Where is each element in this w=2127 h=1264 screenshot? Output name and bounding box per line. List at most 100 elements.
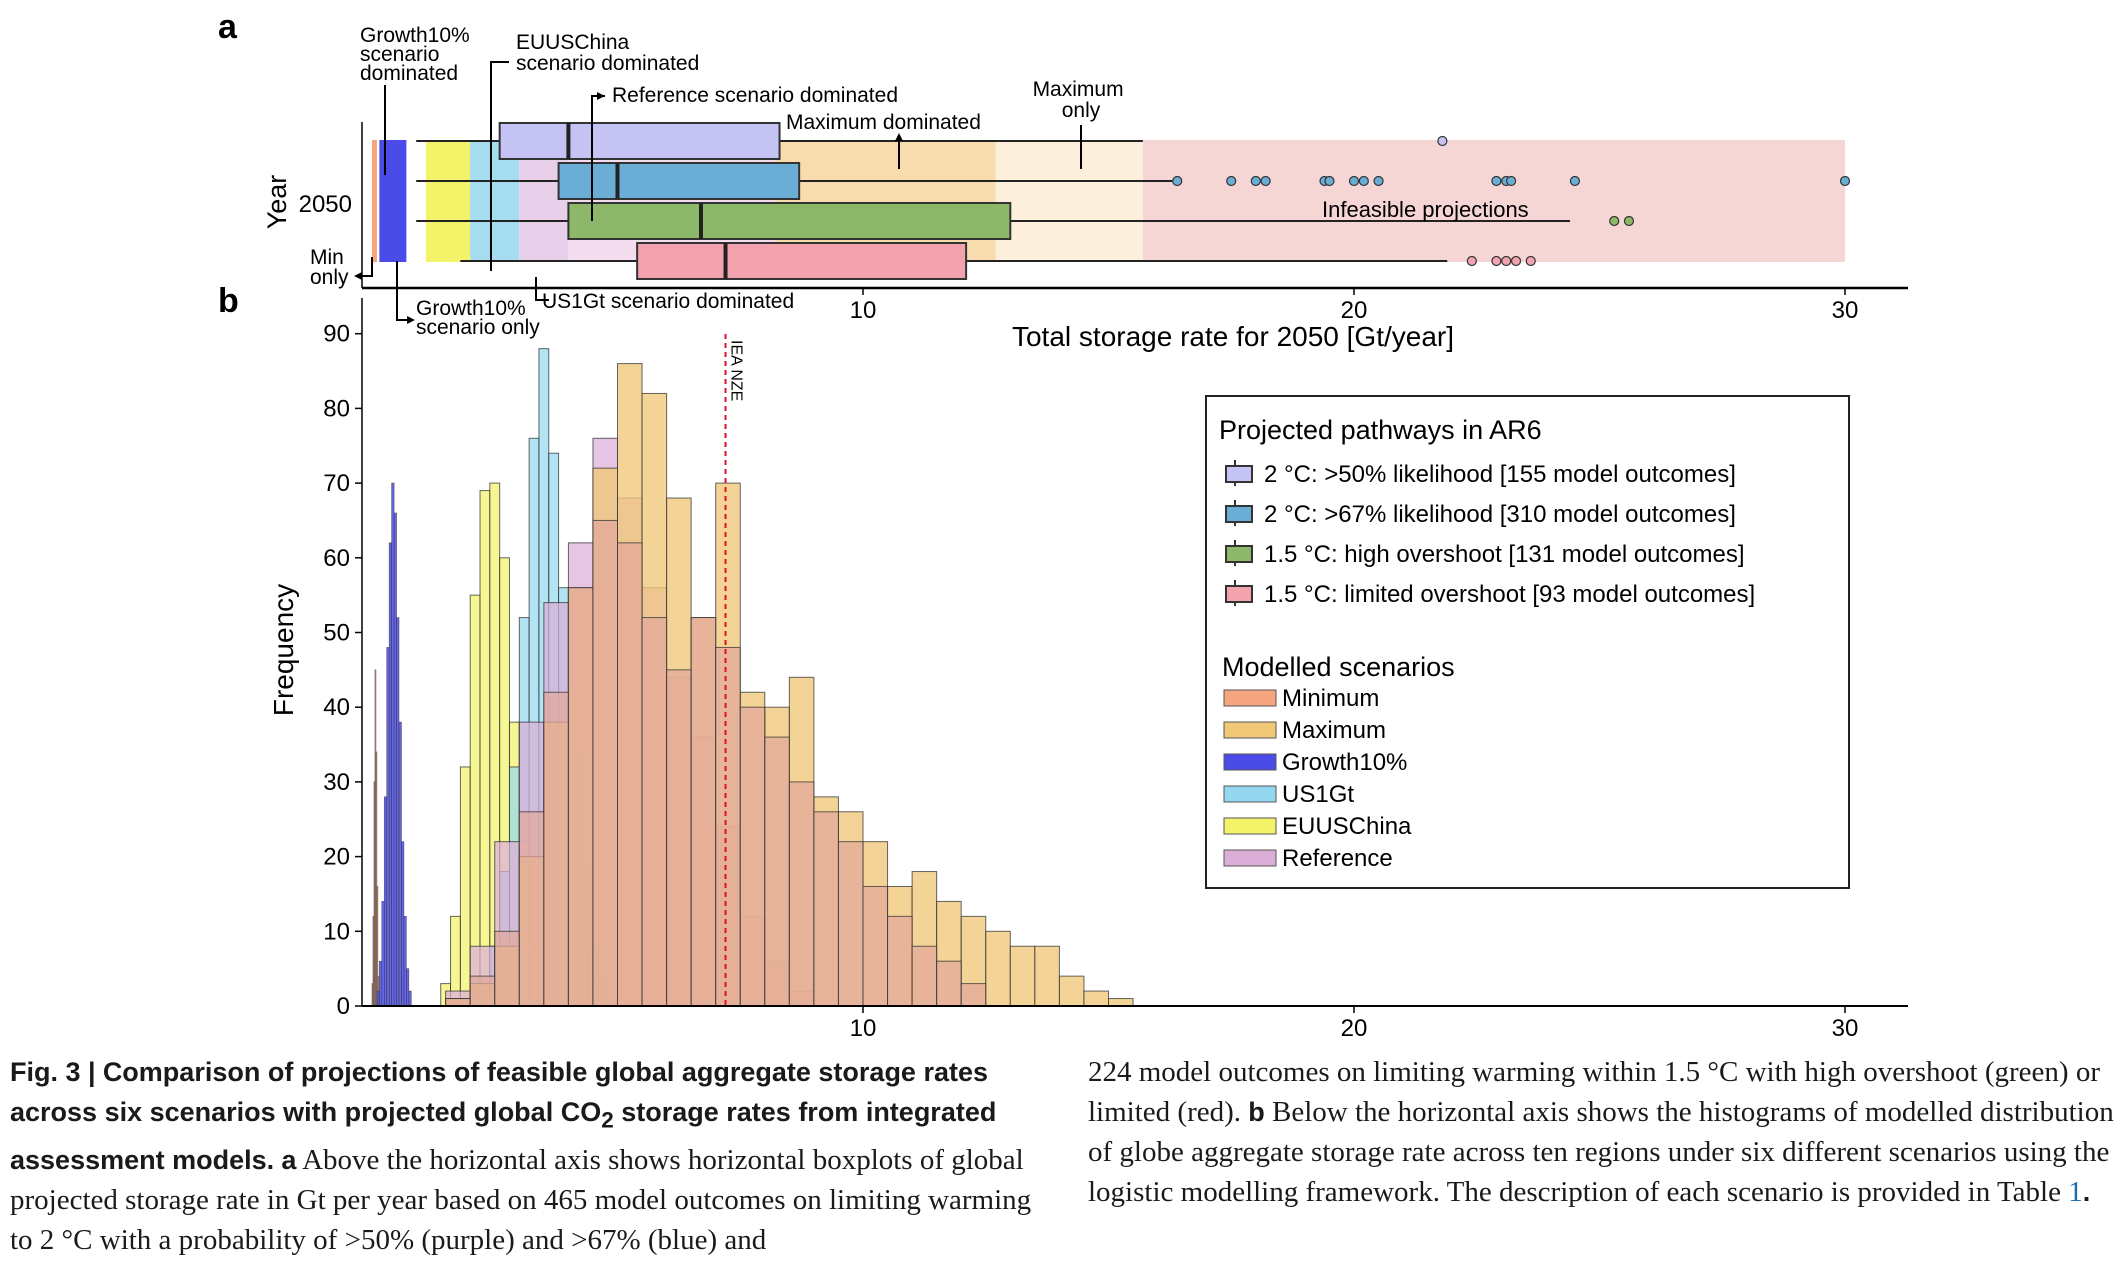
annotation-line: EUUSChina [516,31,630,54]
legend-swatch [1223,753,1277,771]
boxplot-panel: Year 2050 10 20 30 Total storage rate for … [262,24,1908,352]
annotation-infeasible: Infeasible projections [1322,197,1529,222]
panel-b-ylabel: Frequency [268,584,299,716]
legend-title-scenarios: Modelled scenarios [1222,652,1455,682]
caption-subscript: 2 [601,1107,614,1133]
y-tick-label: 70 [323,470,350,497]
feasibility-band [774,140,996,262]
histogram-bar [813,811,839,1007]
histogram-bar [862,885,889,1007]
table-reference-link[interactable]: 1 [2068,1176,2083,1208]
x-tick-label: 10 [850,1015,877,1040]
box [498,122,781,160]
outlier-point [1839,175,1851,187]
feasibility-band [568,140,775,262]
box [567,202,1012,240]
histogram-bar [469,975,496,1007]
arrow-head [895,133,903,141]
feasibility-band [519,140,569,262]
outlier-point [1348,175,1360,187]
annotation-line: only [310,266,349,289]
histogram-bar [494,930,520,1007]
box [636,242,968,280]
caption-b-label: b [1248,1097,1265,1127]
histogram-bar [459,766,471,1007]
feasibility-band [372,140,377,262]
outlier-point [1358,175,1369,187]
histogram-bar [401,841,405,1007]
annotation-line: scenario dominated [516,52,699,75]
legend-frame [1205,395,1850,889]
histogram-bar [1058,975,1085,1007]
box [557,162,801,200]
feasibility-band [1142,140,1845,262]
outlier-point [1437,135,1448,147]
y-tick-label: 0 [337,993,350,1020]
annotation-leader [396,261,413,321]
caption-title-part: storage rates from integrated assessment… [10,1097,997,1176]
legend-swatch [1223,689,1277,707]
annotation-line: scenario [360,43,439,66]
x-tick-label: 20 [1341,297,1368,324]
outlier-point [1373,175,1384,187]
panel-b-yticks: 0 10 20 30 40 50 60 70 80 90 [323,321,362,1020]
histogram-bar [408,990,412,1007]
histogram-bar [383,796,388,1007]
histogram-bar [403,916,407,1007]
histogram-bar [936,960,962,1007]
histogram-bar [445,998,471,1007]
legend-label: Reference [1282,845,1393,872]
x-tick-label: 30 [1832,1015,1859,1040]
histogram-bar [388,542,392,1007]
y-tick-label: 60 [323,545,350,572]
histogram-bar [379,960,383,1007]
outlier-point [1569,175,1581,187]
annotation-min-only: Min only [310,246,350,289]
histogram-bar [887,915,913,1007]
histogram-bar [985,930,1011,1007]
annotation-leader [490,61,509,271]
legend-swatch [1225,585,1253,603]
legend-label: 2 °C: >50% likelihood [155 model outcome… [1264,461,1736,488]
outlier-point [1525,255,1536,267]
histogram-bar [396,617,400,1007]
y-tick-label: 80 [323,395,350,422]
legend-pathway-entries: 2 °C: >50% likelihood [155 model outcome… [1225,460,1755,608]
y-tick-label: 20 [323,844,350,871]
histogram-bar [960,983,987,1007]
legend-label: 1.5 °C: high overshoot [131 model outcom… [1264,541,1745,568]
annotation-line: scenario only [416,316,540,339]
panel-a-ylabel: Year [262,175,292,230]
outlier-point [1506,175,1517,187]
annotation-leader [535,277,549,301]
y-tick-label: 10 [323,918,350,945]
histogram-bar [837,841,864,1007]
feasibility-band [426,140,471,262]
histogram-bar [406,968,410,1007]
legend-label: EUUSChina [1282,813,1412,840]
caption-right-text: 224 model outcomes on limiting warming w… [1088,1056,2100,1128]
outlier-point [1324,175,1335,187]
legend-label: 2 °C: >67% likelihood [310 model outcome… [1264,501,1736,528]
annotation-maximum-dominated: Maximum dominated [786,111,981,134]
annotation-reference-dominated: Reference scenario dominated [612,84,898,107]
annotation-maximum-only: Maximum only [1033,78,1130,122]
x-tick-label: 30 [1832,297,1859,324]
annotation-euuschina-dominated: EUUSChina scenario dominated [516,31,699,75]
annotations: Growth10% scenario dominated EUUSChina s… [310,24,1529,339]
caption-end: . [2082,1177,2091,1207]
histogram-bar [788,781,815,1007]
histogram-bar [739,706,766,1007]
histogram-bar [592,519,619,1007]
outlier-point [1501,255,1512,267]
histogram-bar [567,587,594,1007]
legend-swatch [1225,465,1253,483]
histogram-bar [1009,945,1036,1007]
legend-label: Minimum [1282,685,1379,712]
legend-title-pathways: Projected pathways in AR6 [1219,415,1542,445]
legend-label: US1Gt [1282,781,1354,808]
histogram-bar [479,490,491,1007]
annotation-us1gt-dominated: US1Gt scenario dominated [542,290,794,313]
outlier-point [1260,175,1271,187]
arrow-head [354,272,362,280]
